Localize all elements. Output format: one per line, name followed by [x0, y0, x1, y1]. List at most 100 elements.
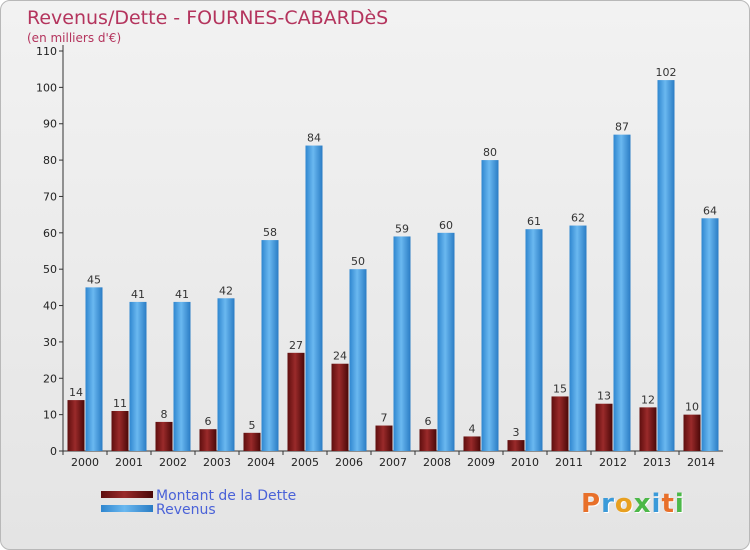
bar-revenus — [437, 232, 455, 451]
x-tick-label: 2001 — [115, 456, 143, 469]
x-tick-label: 2003 — [203, 456, 231, 469]
bar-revenus — [173, 301, 191, 451]
legend-swatch-revenus — [101, 505, 153, 512]
x-tick-label: 2005 — [291, 456, 319, 469]
bar-dette — [155, 421, 173, 451]
data-label: 41 — [131, 288, 145, 301]
data-label: 45 — [87, 273, 101, 286]
data-label: 24 — [333, 350, 347, 363]
data-label: 102 — [656, 66, 677, 79]
y-tick-label: 10 — [43, 409, 57, 422]
x-tick-label: 2013 — [643, 456, 671, 469]
bar-revenus — [85, 287, 103, 451]
bar-dette — [683, 414, 701, 451]
logo-letter: i — [674, 489, 685, 519]
y-tick-label: 80 — [43, 154, 57, 167]
data-label: 84 — [307, 132, 321, 145]
bar-revenus — [305, 145, 323, 451]
data-label: 61 — [527, 215, 541, 228]
bar-dette — [639, 407, 657, 451]
data-label: 8 — [161, 408, 168, 421]
data-label: 15 — [553, 382, 567, 395]
bar-dette — [595, 403, 613, 451]
bar-dette — [551, 396, 569, 451]
data-label: 13 — [597, 390, 611, 403]
logo-letter: x — [633, 489, 652, 519]
data-label: 42 — [219, 284, 233, 297]
data-label: 62 — [571, 212, 585, 225]
logo-letter: P — [581, 489, 602, 519]
y-tick-label: 60 — [43, 227, 57, 240]
y-tick-label: 30 — [43, 336, 57, 349]
x-tick-label: 2014 — [687, 456, 715, 469]
chart-title: Revenus/Dette - FOURNES-CABARDèS — [27, 7, 389, 29]
data-label: 41 — [175, 288, 189, 301]
bar-dette — [67, 400, 85, 451]
legend-label-revenus: Revenus — [156, 502, 216, 518]
bar-dette — [507, 440, 525, 451]
data-label: 58 — [263, 226, 277, 239]
data-label: 3 — [513, 426, 520, 439]
bar-revenus — [129, 301, 147, 451]
bar-dette — [463, 436, 481, 451]
data-label: 10 — [685, 401, 699, 414]
x-tick-label: 2004 — [247, 456, 275, 469]
y-tick-label: 100 — [36, 81, 57, 94]
y-tick-label: 50 — [43, 263, 57, 276]
x-tick-label: 2007 — [379, 456, 407, 469]
x-tick-label: 2010 — [511, 456, 539, 469]
bar-dette — [199, 429, 217, 451]
data-label: 11 — [113, 397, 127, 410]
data-label: 64 — [703, 204, 717, 217]
logo-letter: o — [614, 489, 634, 519]
bar-dette — [419, 429, 437, 451]
y-tick-label: 70 — [43, 190, 57, 203]
data-label: 14 — [69, 386, 83, 399]
y-tick-label: 20 — [43, 372, 57, 385]
bar-revenus — [613, 134, 631, 452]
data-label: 80 — [483, 146, 497, 159]
bar-dette — [243, 432, 261, 451]
data-label: 4 — [469, 422, 476, 435]
legend-label-dette: Montant de la Dette — [156, 488, 296, 504]
legend-swatch-dette — [101, 491, 153, 498]
bar-dette — [287, 352, 305, 451]
bar-revenus — [701, 218, 719, 451]
bar-dette — [331, 363, 349, 451]
logo-letter: t — [661, 489, 675, 519]
data-label: 6 — [425, 415, 432, 428]
data-label: 7 — [381, 412, 388, 425]
bar-dette — [375, 425, 393, 451]
chart-subtitle: (en milliers d'€) — [27, 31, 122, 45]
data-label: 6 — [205, 415, 212, 428]
bar-revenus — [569, 225, 587, 451]
bar-revenus — [657, 80, 675, 451]
logo-letter: i — [651, 489, 662, 519]
data-label: 50 — [351, 255, 365, 268]
x-tick-label: 2012 — [599, 456, 627, 469]
y-tick-label: 0 — [50, 445, 57, 458]
data-label: 87 — [615, 121, 629, 134]
x-tick-label: 2008 — [423, 456, 451, 469]
bar-dette — [111, 411, 129, 451]
bar-revenus — [481, 160, 499, 451]
bar-revenus — [525, 229, 543, 451]
logo-letter: r — [601, 489, 615, 519]
x-tick-label: 2000 — [71, 456, 99, 469]
y-tick-label: 90 — [43, 118, 57, 131]
data-label: 59 — [395, 222, 409, 235]
x-tick-label: 2002 — [159, 456, 187, 469]
data-label: 5 — [249, 419, 256, 432]
y-tick-label: 110 — [36, 45, 57, 58]
data-label: 27 — [289, 339, 303, 352]
proxiti-logo: Proxiti — [581, 489, 685, 519]
data-label: 60 — [439, 219, 453, 232]
y-tick-label: 40 — [43, 300, 57, 313]
bar-revenus — [393, 236, 411, 451]
x-tick-label: 2009 — [467, 456, 495, 469]
bar-revenus — [217, 298, 235, 451]
x-tick-label: 2011 — [555, 456, 583, 469]
bar-revenus — [349, 269, 367, 451]
